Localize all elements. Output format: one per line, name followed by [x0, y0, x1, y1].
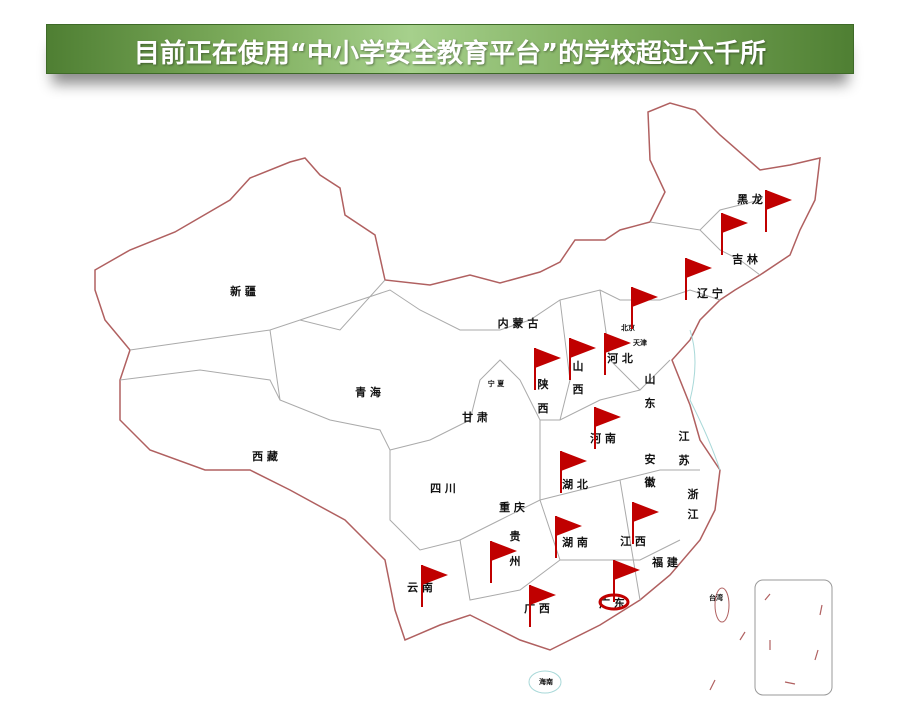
province-label-shandong1: 山	[645, 372, 656, 386]
province-label-fujian: 福 建	[651, 555, 679, 569]
province-label-xinjiang: 新 疆	[230, 284, 256, 298]
flag-icon	[594, 407, 621, 449]
province-label-beijing: 北京	[621, 323, 635, 332]
province-label-hunan: 湖 南	[562, 535, 588, 549]
province-label-liaoning: 辽 宁	[697, 286, 723, 300]
china-outline	[94, 102, 821, 651]
province-label-hebei: 河 北	[607, 351, 633, 365]
province-label-qinghai: 青 海	[355, 385, 381, 399]
flag-icon	[721, 213, 748, 255]
province-label-gansu: 甘 肃	[462, 410, 488, 424]
province-label-tianjin: 天津	[633, 338, 647, 347]
province-label-neimenggu: 内 蒙 古	[498, 316, 539, 330]
flag-icon	[685, 258, 712, 300]
flag-icon	[632, 502, 659, 544]
province-label-shaanxi2: 西	[538, 402, 549, 415]
province-label-shandong2: 东	[645, 396, 656, 410]
province-label-taiwan: 台湾	[709, 593, 723, 602]
province-label-shaanxi1: 陕	[538, 377, 549, 391]
province-label-jiangsu1: 江	[679, 429, 690, 443]
title-banner: 目前正在使用“中小学安全教育平台”的学校超过六千所	[46, 24, 854, 74]
province-label-hainan: 海南	[539, 677, 553, 686]
flag-icon	[604, 333, 631, 375]
province-label-yunnan: 云 南	[407, 580, 433, 594]
taiwan-island	[714, 587, 730, 623]
province-label-heilongjiang: 黑 龙	[737, 192, 763, 206]
hainan-island	[528, 670, 562, 694]
province-label-anhui2: 徽	[644, 475, 657, 489]
flag-icon	[560, 451, 587, 493]
province-label-ningxia: 宁 夏	[488, 379, 505, 388]
province-label-xizang: 西 藏	[252, 449, 278, 463]
flag-icon	[490, 541, 517, 583]
flag-icon	[569, 338, 596, 380]
province-label-guizhou1: 贵	[510, 529, 521, 543]
province-borders	[119, 199, 761, 601]
province-label-guizhou2: 州	[509, 555, 521, 568]
flag-icon	[555, 516, 582, 558]
flag-icon	[765, 190, 792, 232]
province-label-shanxi1: 山	[573, 359, 584, 373]
province-label-henan: 河 南	[590, 431, 616, 445]
province-label-sichuan: 四 川	[430, 482, 456, 495]
sea-dashes	[709, 593, 823, 691]
province-label-shanxi2: 西	[573, 383, 584, 396]
province-label-guangxi: 广 西	[524, 601, 550, 615]
province-label-chongqing: 重 庆	[499, 500, 525, 514]
province-label-zhejiang2: 江	[688, 507, 699, 521]
coastline	[689, 329, 721, 471]
flag-icon	[529, 585, 556, 627]
flag-icon	[534, 348, 561, 390]
flag-icon	[421, 565, 448, 607]
province-label-zhejiang1: 浙	[688, 487, 699, 501]
province-label-hubei: 湖 北	[562, 477, 588, 491]
flag-icon	[631, 287, 658, 329]
flag-icon	[598, 560, 640, 611]
province-label-jilin: 吉 林	[732, 252, 758, 266]
province-label-anhui1: 安	[645, 452, 656, 466]
south-china-sea-inset	[754, 579, 833, 696]
page-title: 目前正在使用“中小学安全教育平台”的学校超过六千所	[133, 39, 767, 69]
province-label-jiangsu2: 苏	[679, 453, 690, 467]
